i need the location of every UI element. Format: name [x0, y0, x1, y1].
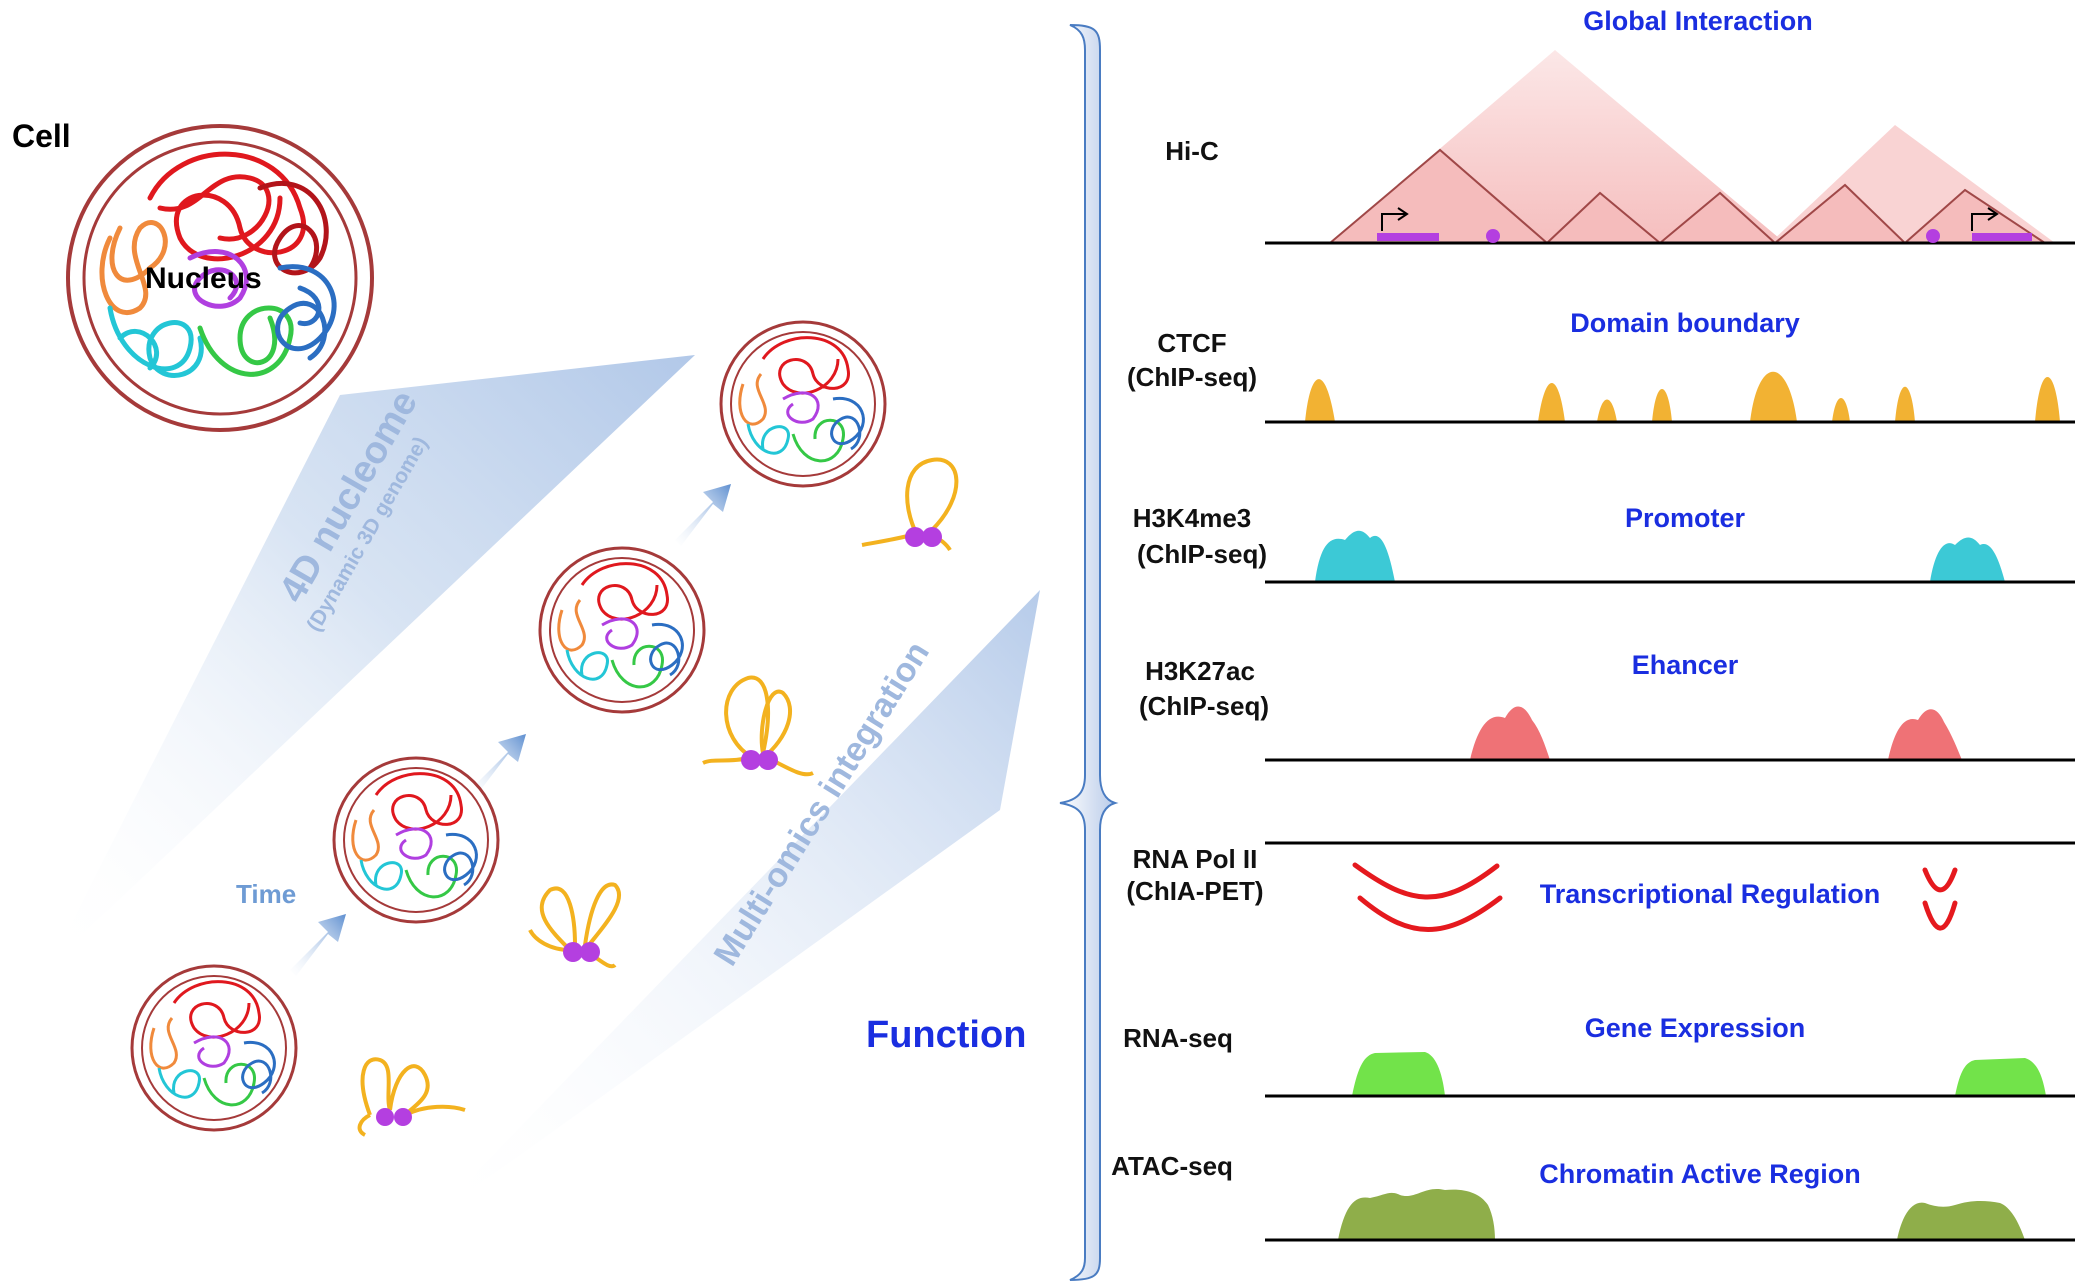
- track-title-polii: Transcriptional Regulation: [1540, 879, 1881, 909]
- track-label-h3k4me3-line1: H3K4me3: [1133, 503, 1252, 533]
- h3k4me3-peak-2: [1930, 538, 2005, 583]
- track-h3k4me3: H3K4me3 (ChIP-seq) Promoter: [1133, 503, 2075, 582]
- polii-loop-3: [1925, 870, 1955, 890]
- hic-anchor-1: [1486, 229, 1500, 243]
- hic-gene-right: [1972, 233, 2032, 241]
- ctcf-peak-8: [2035, 377, 2060, 422]
- time-arrow-1: [290, 914, 346, 976]
- cell-small-1: [132, 966, 296, 1130]
- track-title-h3k27ac: Ehancer: [1632, 650, 1739, 680]
- time-label: Time: [236, 879, 296, 909]
- chromatin-loop-4: [862, 460, 956, 550]
- chromatin-loop-3: [703, 678, 813, 775]
- track-title-ctcf: Domain boundary: [1570, 308, 1800, 338]
- track-label-h3k4me3-line2: (ChIP-seq): [1137, 539, 1267, 569]
- chromatin-loop-1: [360, 1059, 465, 1135]
- chromatin-loop-2: [530, 884, 619, 966]
- polii-loop-4: [1925, 903, 1955, 928]
- bracket: [1060, 25, 1115, 1280]
- track-label-polii-line2: (ChIA-PET): [1126, 876, 1263, 906]
- track-rnaseq: RNA-seq Gene Expression: [1123, 1013, 2075, 1096]
- track-label-h3k27ac-line1: H3K27ac: [1145, 656, 1255, 686]
- ctcf-peak-1: [1305, 379, 1335, 422]
- h3k27ac-peak-2: [1888, 709, 1962, 760]
- track-label-hic-line1: Hi-C: [1165, 136, 1219, 166]
- cell-label: Cell: [12, 118, 71, 154]
- track-label-polii-line1: RNA Pol II: [1133, 844, 1258, 874]
- track-label-ctcf-line2: (ChIP-seq): [1127, 362, 1257, 392]
- track-ctcf: CTCF (ChIP-seq) Domain boundary: [1127, 308, 2075, 422]
- cell-large: Nucleus: [68, 126, 372, 430]
- atac-peak-1: [1338, 1189, 1495, 1240]
- cell-small-4: [721, 322, 885, 486]
- ctcf-peak-7: [1895, 387, 1915, 422]
- ctcf-peak-3: [1597, 400, 1617, 423]
- track-hic: Hi-C Global Interaction: [1165, 6, 2075, 243]
- ctcf-peak-4: [1652, 389, 1672, 422]
- function-label: Function: [866, 1014, 1026, 1056]
- left-panel: 4D nucleome (Dynamic 3D genome) Multi-om…: [12, 118, 1040, 1220]
- ctcf-peak-5: [1750, 372, 1797, 422]
- time-arrow-3: [675, 484, 731, 546]
- polii-loop-2: [1360, 898, 1500, 930]
- cell-small-2: [334, 758, 498, 922]
- ctcf-peak-2: [1538, 383, 1565, 422]
- track-title-h3k4me3: Promoter: [1625, 503, 1746, 533]
- rnaseq-peak-1: [1352, 1052, 1445, 1096]
- track-label-rnaseq-line1: RNA-seq: [1123, 1023, 1233, 1053]
- track-h3k27ac: H3K27ac (ChIP-seq) Ehancer: [1139, 650, 2075, 760]
- track-label-h3k27ac-line2: (ChIP-seq): [1139, 691, 1269, 721]
- atac-peak-2: [1897, 1201, 2025, 1240]
- h3k27ac-peak-1: [1470, 706, 1550, 760]
- hic-gene-left: [1377, 233, 1439, 241]
- h3k4me3-peak-1: [1315, 531, 1395, 582]
- hic-anchor-2: [1926, 229, 1940, 243]
- ctcf-peak-6: [1832, 398, 1850, 422]
- track-label-ctcf-line1: CTCF: [1157, 328, 1226, 358]
- track-title-atac: Chromatin Active Region: [1539, 1159, 1861, 1189]
- cell-small-3: [540, 548, 704, 712]
- track-label-atac-line1: ATAC-seq: [1111, 1151, 1233, 1181]
- track-title-hic: Global Interaction: [1583, 6, 1813, 36]
- right-panel: Hi-C Global Interaction CTCF (ChIP-seq): [1111, 6, 2075, 1240]
- rnaseq-peak-2: [1955, 1058, 2046, 1096]
- track-atac: ATAC-seq Chromatin Active Region: [1111, 1151, 2075, 1240]
- bracket-shape: [1060, 25, 1115, 1280]
- track-polii: RNA Pol II (ChIA-PET) Transcriptional Re…: [1126, 843, 2075, 930]
- nucleus-label: Nucleus: [145, 262, 262, 295]
- track-title-rnaseq: Gene Expression: [1585, 1013, 1806, 1043]
- polii-loop-1: [1355, 865, 1497, 897]
